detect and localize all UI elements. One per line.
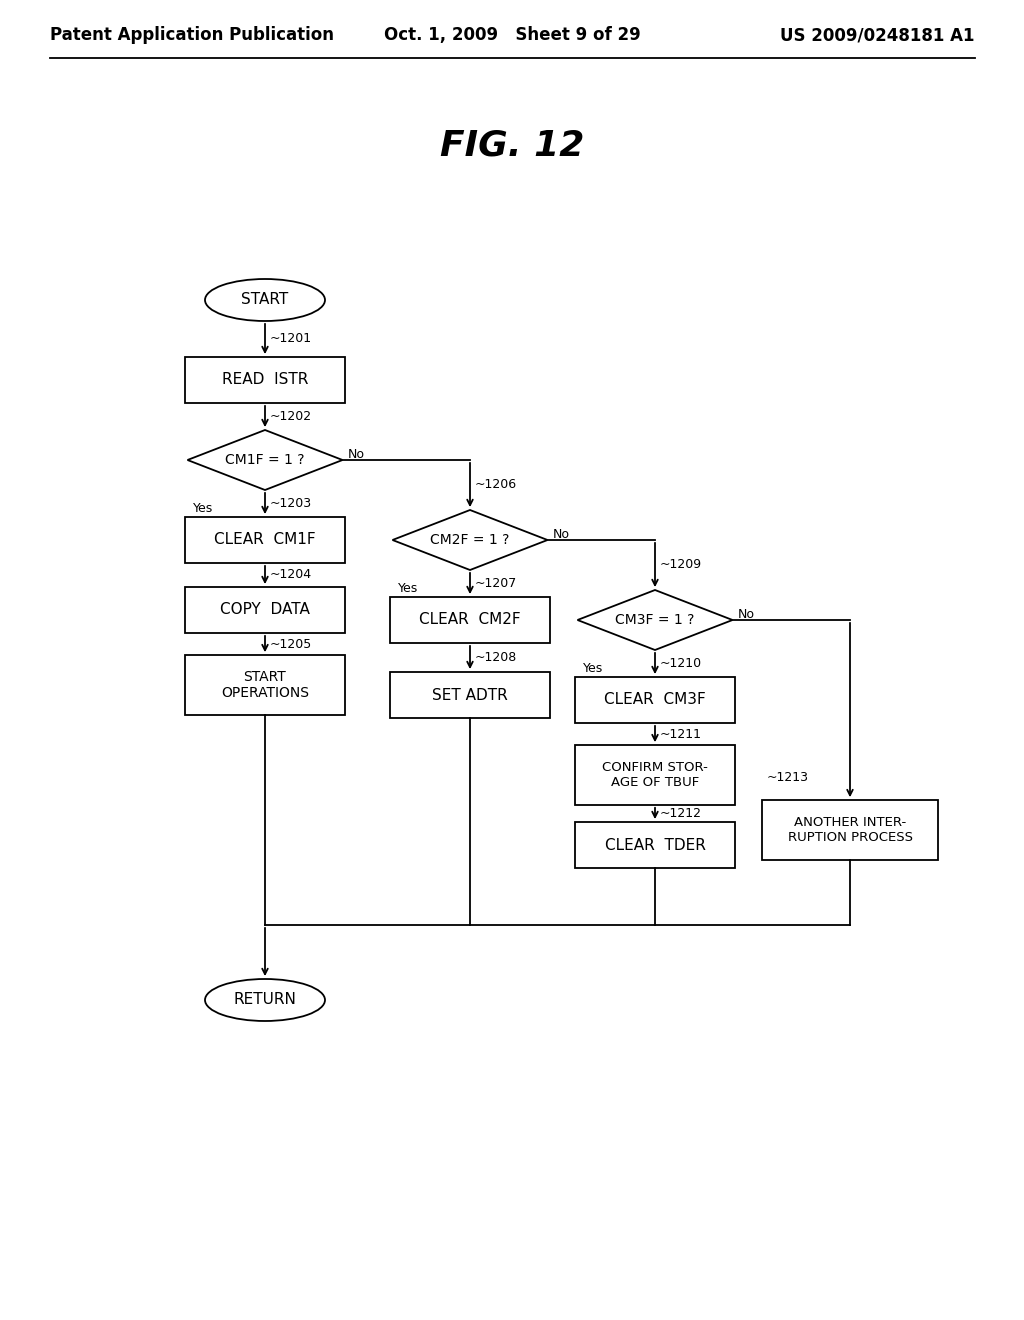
- Text: Yes: Yes: [583, 663, 603, 675]
- FancyBboxPatch shape: [390, 672, 550, 718]
- Text: CLEAR  CM2F: CLEAR CM2F: [419, 612, 521, 627]
- Text: RETURN: RETURN: [233, 993, 296, 1007]
- Text: US 2009/0248181 A1: US 2009/0248181 A1: [780, 26, 975, 44]
- Text: COPY  DATA: COPY DATA: [220, 602, 310, 618]
- Text: ~1208: ~1208: [475, 651, 517, 664]
- FancyBboxPatch shape: [762, 800, 938, 859]
- Text: ~1207: ~1207: [475, 577, 517, 590]
- Text: ~1206: ~1206: [475, 479, 517, 491]
- Text: CONFIRM STOR-
AGE OF TBUF: CONFIRM STOR- AGE OF TBUF: [602, 762, 708, 789]
- Text: ~1203: ~1203: [270, 498, 312, 510]
- Text: CLEAR  CM3F: CLEAR CM3F: [604, 693, 706, 708]
- Text: CM1F = 1 ?: CM1F = 1 ?: [225, 453, 305, 467]
- Text: CM2F = 1 ?: CM2F = 1 ?: [430, 533, 510, 546]
- FancyBboxPatch shape: [575, 744, 735, 805]
- Text: ~1212: ~1212: [660, 807, 702, 820]
- Text: Patent Application Publication: Patent Application Publication: [50, 26, 334, 44]
- Text: ~1204: ~1204: [270, 569, 312, 582]
- FancyBboxPatch shape: [185, 517, 345, 564]
- Text: ~1201: ~1201: [270, 333, 312, 346]
- Text: Yes: Yes: [193, 502, 213, 515]
- Ellipse shape: [205, 279, 325, 321]
- Text: ~1202: ~1202: [270, 411, 312, 422]
- Text: Yes: Yes: [397, 582, 418, 595]
- Text: FIG. 12: FIG. 12: [440, 128, 584, 162]
- FancyBboxPatch shape: [185, 587, 345, 634]
- FancyBboxPatch shape: [185, 655, 345, 715]
- FancyBboxPatch shape: [575, 822, 735, 869]
- Text: START
OPERATIONS: START OPERATIONS: [221, 671, 309, 700]
- Text: ANOTHER INTER-
RUPTION PROCESS: ANOTHER INTER- RUPTION PROCESS: [787, 816, 912, 843]
- Text: ~1211: ~1211: [660, 727, 702, 741]
- FancyBboxPatch shape: [185, 356, 345, 403]
- Text: ~1205: ~1205: [270, 638, 312, 651]
- Text: ~1209: ~1209: [660, 558, 702, 572]
- Text: No: No: [737, 609, 755, 622]
- Text: ~1210: ~1210: [660, 657, 702, 671]
- Polygon shape: [187, 430, 342, 490]
- Text: ~1213: ~1213: [767, 771, 809, 784]
- Text: CLEAR  TDER: CLEAR TDER: [604, 837, 706, 853]
- Text: No: No: [347, 449, 365, 462]
- FancyBboxPatch shape: [575, 677, 735, 723]
- Ellipse shape: [205, 979, 325, 1020]
- FancyBboxPatch shape: [390, 597, 550, 643]
- Text: CM3F = 1 ?: CM3F = 1 ?: [615, 612, 694, 627]
- Polygon shape: [392, 510, 548, 570]
- Text: Oct. 1, 2009   Sheet 9 of 29: Oct. 1, 2009 Sheet 9 of 29: [384, 26, 640, 44]
- Text: START: START: [242, 293, 289, 308]
- Text: SET ADTR: SET ADTR: [432, 688, 508, 702]
- Text: No: No: [553, 528, 569, 541]
- Text: CLEAR  CM1F: CLEAR CM1F: [214, 532, 315, 548]
- Polygon shape: [578, 590, 732, 649]
- Text: READ  ISTR: READ ISTR: [222, 372, 308, 388]
